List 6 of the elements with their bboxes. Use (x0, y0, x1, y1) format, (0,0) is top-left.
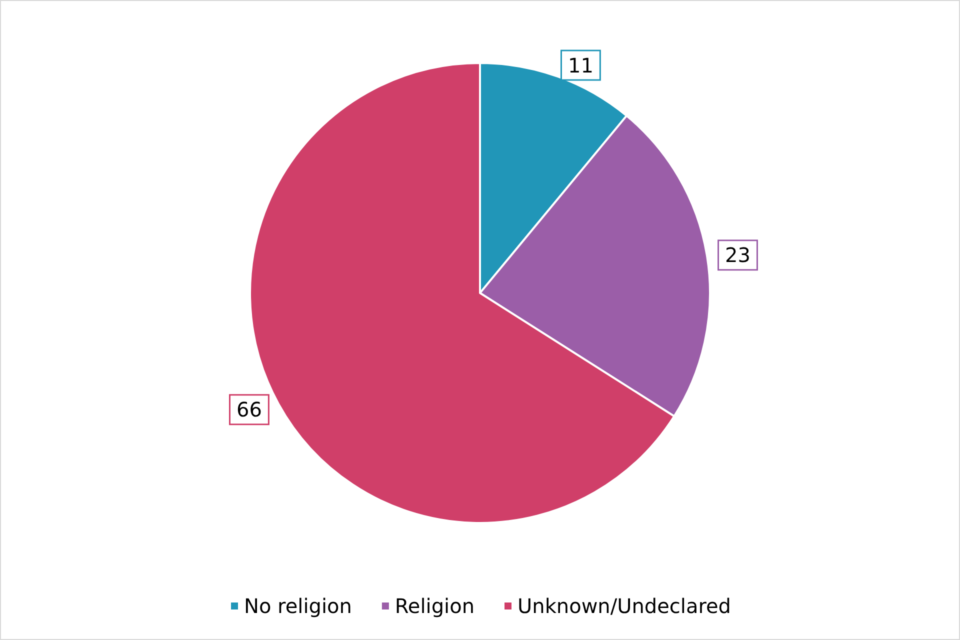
legend-label: Religion (394, 594, 475, 618)
data-label: 66 (236, 398, 262, 422)
data-label: 11 (568, 53, 594, 78)
legend-label: Unknown/Undeclared (518, 594, 732, 618)
legend-label: No religion (244, 594, 352, 618)
data-label: 23 (725, 243, 750, 268)
